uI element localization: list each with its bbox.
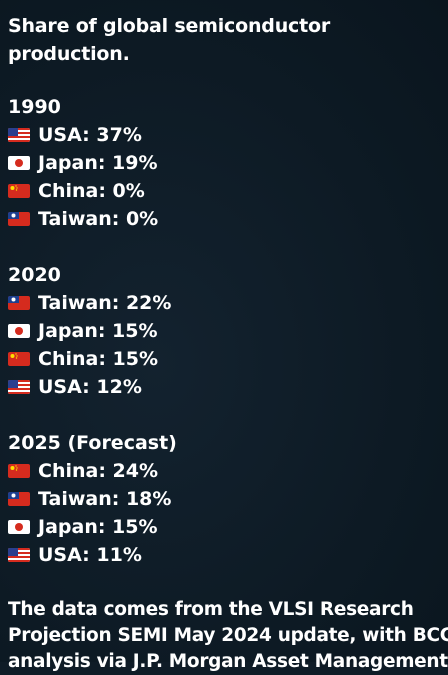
list-item: Japan: 15% xyxy=(8,317,440,345)
japan-flag-icon xyxy=(8,520,30,534)
list-item: USA: 37% xyxy=(8,121,440,149)
list-item-label: Japan: 15% xyxy=(38,320,158,342)
list-item: China: 24% xyxy=(8,457,440,485)
section-2025-forecast: 2025 (Forecast) China: 24% xyxy=(8,429,440,569)
taiwan-flag-icon xyxy=(8,212,30,226)
china-flag-icon xyxy=(8,464,30,478)
usa-flag-icon xyxy=(8,128,30,142)
section-heading: 1990 xyxy=(8,96,61,118)
list-item-label: Taiwan: 0% xyxy=(38,208,159,230)
list-item-label: China: 0% xyxy=(38,180,145,202)
section-heading: 2020 xyxy=(8,264,61,286)
list-item: Japan: 15% xyxy=(8,513,440,541)
list-item: China: 15% xyxy=(8,345,440,373)
china-flag-icon xyxy=(8,352,30,366)
section-2020: 2020 Taiwan: 22% Japan: 15% xyxy=(8,261,440,401)
japan-flag-icon xyxy=(8,324,30,338)
list-item-label: Japan: 19% xyxy=(38,152,158,174)
list-item: Japan: 19% xyxy=(8,149,440,177)
list-item-label: Taiwan: 18% xyxy=(38,488,172,510)
list-item-label: China: 15% xyxy=(38,348,159,370)
list-item: USA: 12% xyxy=(8,373,440,401)
list-item: China: 0% xyxy=(8,177,440,205)
taiwan-flag-icon xyxy=(8,296,30,310)
list-item-label: USA: 12% xyxy=(38,376,142,398)
list-item: USA: 11% xyxy=(8,541,440,569)
china-flag-icon xyxy=(8,184,30,198)
source-note-line: The data comes from the VLSI Research xyxy=(8,599,414,620)
section-1990: 1990 USA: 37% Japan: xyxy=(8,93,440,233)
source-note-line: Projection SEMI May 2024 update, with BC… xyxy=(8,625,448,646)
source-note-line: analysis via J.P. Morgan Asset Managemen… xyxy=(8,651,448,672)
list-item: Taiwan: 18% xyxy=(8,485,440,513)
page-title: Share of global semiconductor production… xyxy=(8,15,330,65)
list-item-label: China: 24% xyxy=(38,460,159,482)
usa-flag-icon xyxy=(8,548,30,562)
usa-flag-icon xyxy=(8,380,30,394)
list-item-label: USA: 37% xyxy=(38,124,142,146)
list-item-label: Taiwan: 22% xyxy=(38,292,172,314)
list-item: Taiwan: 0% xyxy=(8,205,440,233)
list-item-label: Japan: 15% xyxy=(38,516,158,538)
taiwan-flag-icon xyxy=(8,492,30,506)
japan-flag-icon xyxy=(8,156,30,170)
list-item-label: USA: 11% xyxy=(38,544,142,566)
section-heading: 2025 (Forecast) xyxy=(8,432,177,454)
source-note: The data comes from the VLSI Research Pr… xyxy=(8,597,448,675)
list-item: Taiwan: 22% xyxy=(8,289,440,317)
